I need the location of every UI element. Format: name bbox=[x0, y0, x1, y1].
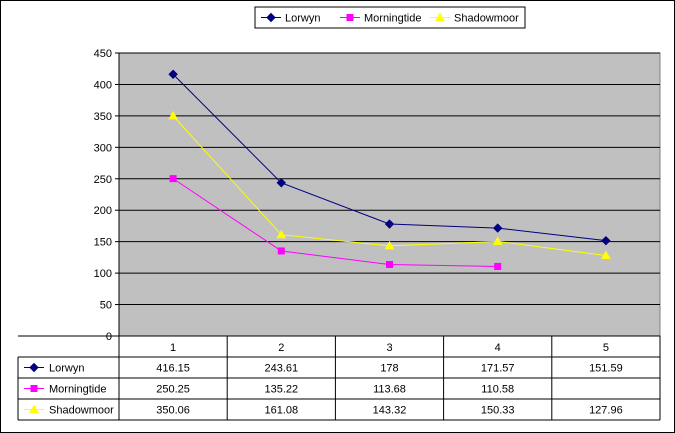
data-point-lorwyn bbox=[168, 69, 178, 79]
table-series-key-marker bbox=[29, 362, 39, 373]
y-tick-label: 450 bbox=[94, 48, 112, 60]
x-category-label: 1 bbox=[170, 342, 176, 354]
data-point-shadowmoor bbox=[384, 240, 395, 250]
legend-key-marker bbox=[346, 14, 354, 21]
data-point-shadowmoor bbox=[492, 236, 503, 245]
data-point-lorwyn bbox=[384, 219, 395, 229]
table-cell-value: 350.06 bbox=[156, 405, 190, 417]
y-tick-label: 100 bbox=[94, 268, 112, 280]
y-tick-label: 250 bbox=[94, 174, 112, 186]
x-category-label: 4 bbox=[495, 342, 501, 354]
data-point-lorwyn bbox=[276, 178, 287, 188]
legend-label: Lorwyn bbox=[285, 13, 320, 25]
series-line-morningtide bbox=[172, 178, 498, 267]
table-series-name: Morningtide bbox=[49, 384, 106, 396]
table-cell-value: 113.68 bbox=[373, 384, 406, 396]
legend-label: Shadowmoor bbox=[454, 13, 519, 25]
table-cell-value: 161.08 bbox=[264, 405, 298, 417]
table-cell-value: 171.57 bbox=[481, 363, 515, 375]
legend-box bbox=[254, 6, 526, 29]
table-cell-value: 416.15 bbox=[156, 363, 190, 375]
y-tick-label: 200 bbox=[94, 205, 112, 217]
y-tick-label: 350 bbox=[94, 111, 112, 123]
y-tick-label: 400 bbox=[94, 79, 112, 91]
table-cell-value: 250.25 bbox=[156, 384, 190, 396]
legend-key-marker bbox=[435, 12, 445, 21]
data-point-morningtide bbox=[277, 247, 285, 255]
table-series-key-marker bbox=[29, 404, 39, 413]
table-cell-value: 110.58 bbox=[481, 384, 514, 396]
x-category-label: 2 bbox=[278, 342, 284, 354]
table-series-name: Lorwyn bbox=[49, 363, 84, 375]
legend-label: Morningtide bbox=[364, 13, 421, 25]
table-cell-value: 150.33 bbox=[481, 405, 515, 417]
legend-key-marker bbox=[266, 12, 276, 23]
data-point-lorwyn bbox=[492, 223, 503, 233]
plot-area bbox=[118, 52, 661, 337]
y-tick-label: 150 bbox=[94, 237, 112, 249]
y-tick-label: 0 bbox=[106, 331, 112, 343]
table-series-name: Shadowmoor bbox=[49, 405, 114, 417]
data-point-shadowmoor bbox=[168, 110, 178, 120]
table-cell-value: 127.96 bbox=[589, 405, 623, 417]
x-category-label: 5 bbox=[603, 342, 609, 354]
y-tick-label: 50 bbox=[100, 300, 112, 312]
data-point-morningtide bbox=[386, 261, 393, 269]
data-point-shadowmoor bbox=[276, 229, 287, 239]
y-tick-label: 300 bbox=[94, 142, 112, 154]
table-cell-value: 178 bbox=[380, 363, 398, 375]
data-point-lorwyn bbox=[601, 235, 611, 246]
table-cell-value: 143.32 bbox=[373, 405, 407, 417]
data-point-morningtide bbox=[169, 175, 177, 183]
table-cell-value: 151.59 bbox=[589, 363, 623, 375]
data-point-shadowmoor bbox=[601, 250, 611, 260]
x-category-label: 3 bbox=[386, 342, 392, 354]
data-point-morningtide bbox=[494, 262, 502, 270]
table-cell-value: 135.22 bbox=[264, 384, 298, 396]
table-series-key-marker bbox=[30, 385, 38, 392]
table-cell-value: 243.61 bbox=[264, 363, 298, 375]
